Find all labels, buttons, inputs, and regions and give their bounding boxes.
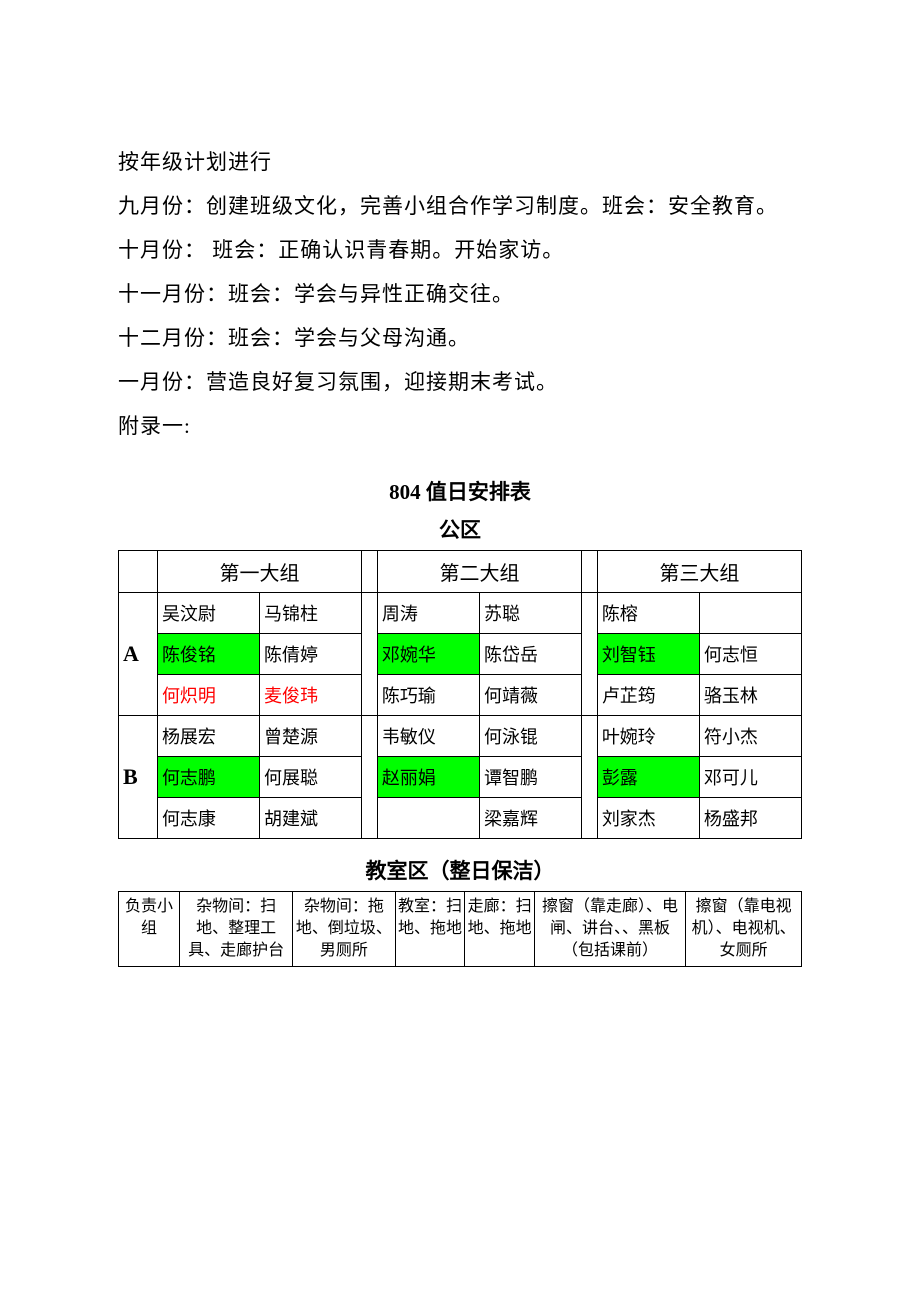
- row-label-b: B: [119, 716, 158, 839]
- row-label-a: A: [119, 593, 158, 716]
- name-cell: 何炽明: [157, 675, 259, 716]
- table-row: 何炽明 麦俊玮 陈巧瑜 何靖薇 卢芷筠 骆玉林: [119, 675, 802, 716]
- table-row: 何志鹏 何展聪 赵丽娟 谭智鹏 彭露 邓可儿: [119, 757, 802, 798]
- table-row: A 吴汶尉 马锦柱 周涛 苏聪 陈榕: [119, 593, 802, 634]
- name-cell: 何志鹏: [157, 757, 259, 798]
- classroom-area-title: 教室区（整日保洁）: [118, 855, 802, 885]
- name-cell: 骆玉林: [699, 675, 801, 716]
- name-cell: 胡建斌: [260, 798, 362, 839]
- name-cell: 杨展宏: [157, 716, 259, 757]
- name-cell: 谭智鹏: [479, 757, 581, 798]
- name-cell: 邓婉华: [377, 634, 479, 675]
- classroom-col: 杂物间：拖地、倒垃圾、男厕所: [293, 892, 395, 967]
- name-cell: [377, 798, 479, 839]
- name-cell: 韦敏仪: [377, 716, 479, 757]
- group-header-2: 第二大组: [377, 551, 581, 593]
- group-header-3: 第三大组: [597, 551, 801, 593]
- duty-area-title: 公区: [118, 514, 802, 544]
- name-cell: 何泳锟: [479, 716, 581, 757]
- name-cell: 何志恒: [699, 634, 801, 675]
- name-cell: 赵丽娟: [377, 757, 479, 798]
- table-row: 负责小组 杂物间：扫地、整理工具、走廊护台 杂物间：拖地、倒垃圾、男厕所 教室：…: [119, 892, 802, 967]
- name-cell: 卢芷筠: [597, 675, 699, 716]
- name-cell: 叶婉玲: [597, 716, 699, 757]
- name-cell: 苏聪: [479, 593, 581, 634]
- name-cell: 麦俊玮: [260, 675, 362, 716]
- table-row: 第一大组 第二大组 第三大组: [119, 551, 802, 593]
- group-header-1: 第一大组: [157, 551, 361, 593]
- table-row: B 杨展宏 曾楚源 韦敏仪 何泳锟 叶婉玲 符小杰: [119, 716, 802, 757]
- classroom-col: 擦窗（靠走廊）、电闸、讲台、、黑板（包括课前）: [534, 892, 685, 967]
- name-cell: 刘家杰: [597, 798, 699, 839]
- paragraph-october: 十月份： 班会：正确认识青春期。开始家访。: [118, 228, 802, 272]
- classroom-col: 教室：扫地、拖地: [395, 892, 465, 967]
- name-cell: 何展聪: [260, 757, 362, 798]
- name-cell: 杨盛邦: [699, 798, 801, 839]
- name-cell: 刘智钰: [597, 634, 699, 675]
- paragraph-appendix: 附录一:: [118, 404, 802, 448]
- classroom-table: 负责小组 杂物间：扫地、整理工具、走廊护台 杂物间：拖地、倒垃圾、男厕所 教室：…: [118, 891, 802, 967]
- name-cell: 周涛: [377, 593, 479, 634]
- name-cell: 符小杰: [699, 716, 801, 757]
- name-cell: 陈巧瑜: [377, 675, 479, 716]
- name-cell: 曾楚源: [260, 716, 362, 757]
- classroom-col0: 负责小组: [119, 892, 180, 967]
- name-cell: 陈岱岳: [479, 634, 581, 675]
- duty-table-title: 804 值日安排表: [118, 476, 802, 506]
- duty-table: 第一大组 第二大组 第三大组 A 吴汶尉 马锦柱 周涛 苏聪 陈榕 陈俊铭 陈倩…: [118, 550, 802, 839]
- name-cell: 陈俊铭: [157, 634, 259, 675]
- name-cell: 马锦柱: [260, 593, 362, 634]
- name-cell: [699, 593, 801, 634]
- paragraph-grade-plan: 按年级计划进行: [118, 140, 802, 184]
- name-cell: 彭露: [597, 757, 699, 798]
- name-cell: 吴汶尉: [157, 593, 259, 634]
- classroom-col: 杂物间：扫地、整理工具、走廊护台: [180, 892, 293, 967]
- name-cell: 邓可儿: [699, 757, 801, 798]
- name-cell: 梁嘉辉: [479, 798, 581, 839]
- name-cell: 陈榕: [597, 593, 699, 634]
- table-row: 陈俊铭 陈倩婷 邓婉华 陈岱岳 刘智钰 何志恒: [119, 634, 802, 675]
- table-row: 何志康 胡建斌 梁嘉辉 刘家杰 杨盛邦: [119, 798, 802, 839]
- name-cell: 何靖薇: [479, 675, 581, 716]
- name-cell: 何志康: [157, 798, 259, 839]
- paragraph-december: 十二月份：班会：学会与父母沟通。: [118, 316, 802, 360]
- name-cell: 陈倩婷: [260, 634, 362, 675]
- paragraph-november: 十一月份：班会：学会与异性正确交往。: [118, 272, 802, 316]
- paragraph-september: 九月份：创建班级文化，完善小组合作学习制度。班会：安全教育。: [118, 184, 802, 228]
- paragraph-january: 一月份：营造良好复习氛围，迎接期末考试。: [118, 360, 802, 404]
- classroom-col: 擦窗（靠电视机）、电视机、女厕所: [686, 892, 802, 967]
- classroom-col: 走廊：扫地、拖地: [465, 892, 535, 967]
